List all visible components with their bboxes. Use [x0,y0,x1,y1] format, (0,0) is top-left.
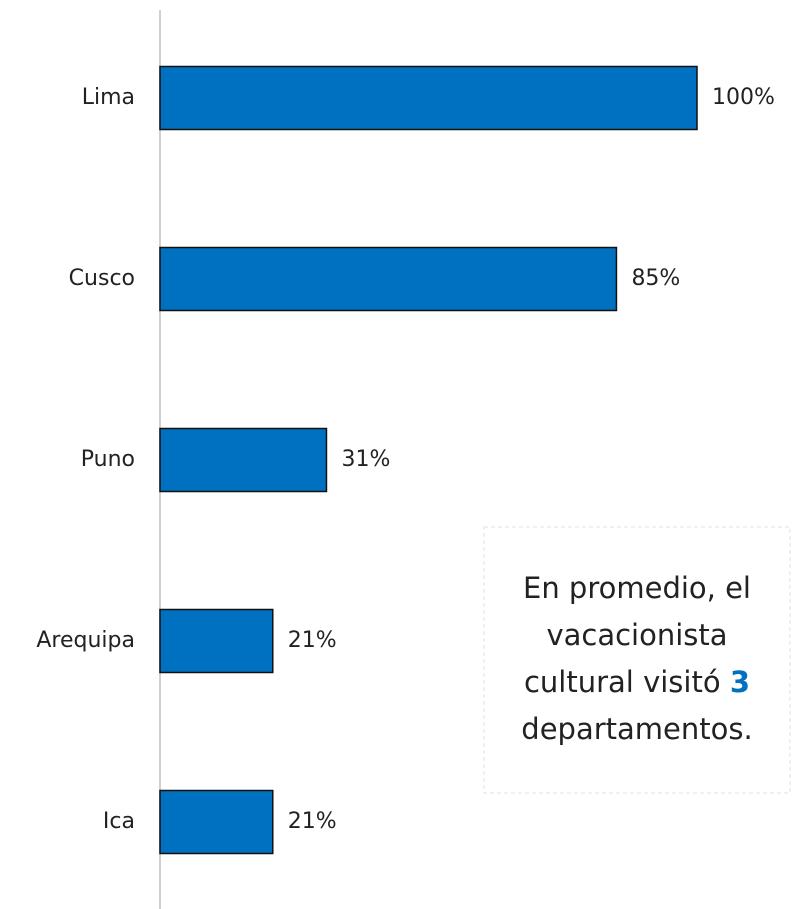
annotation-text: cultural visitó [524,665,721,699]
value-label: 85% [631,266,680,291]
bar [159,789,274,855]
bar [159,608,274,674]
annotation-line: En promedio, el [523,571,751,605]
category-label: Lima [82,85,135,110]
value-label: 100% [712,85,775,110]
category-label: Ica [103,809,135,834]
bar [159,427,328,493]
annotation-line: vacacionista [546,618,727,652]
category-label: Cusco [69,266,135,291]
annotation-line: departamentos. [521,712,752,746]
annotation-box [483,526,791,794]
value-label: 21% [288,809,337,834]
bar [159,65,698,131]
annotation-line: cultural visitó 3 [524,665,750,699]
category-label: Puno [81,447,135,472]
bar [159,246,618,312]
value-label: 31% [341,447,390,472]
annotation-highlight: 3 [730,665,750,699]
category-label: Arequipa [36,628,135,653]
value-label: 21% [288,628,337,653]
annotation-text: vacacionista [546,618,727,652]
annotation-text: En promedio, el [523,571,751,605]
